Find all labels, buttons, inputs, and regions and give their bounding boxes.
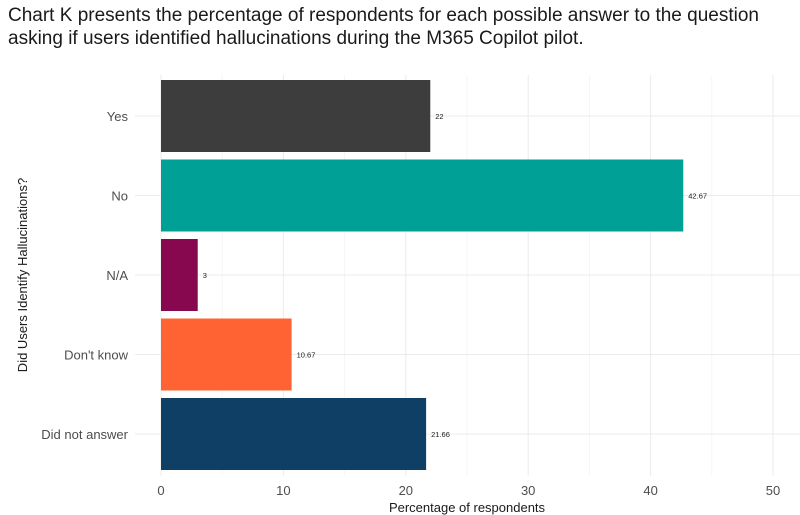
category-label: Don't know <box>64 348 129 363</box>
x-tick-label: 50 <box>766 483 780 498</box>
x-tick-labels: 0 10 20 30 40 50 <box>157 483 780 498</box>
data-label: 3 <box>203 271 207 280</box>
x-tick-label: 30 <box>521 483 535 498</box>
bar <box>161 398 427 470</box>
x-tick-label: 20 <box>399 483 413 498</box>
chart-caption: Chart K presents the percentage of respo… <box>8 5 759 49</box>
bar <box>161 239 198 311</box>
data-labels: 22 42.67 3 10.67 21.66 <box>203 112 707 439</box>
bar <box>161 318 292 391</box>
category-label: N/A <box>106 268 128 283</box>
bar <box>161 159 684 232</box>
data-label: 42.67 <box>688 192 707 201</box>
data-label: 22 <box>435 112 443 121</box>
x-tick-label: 10 <box>276 483 290 498</box>
category-label: Did not answer <box>41 427 128 442</box>
category-label: No <box>111 189 128 204</box>
x-tick-label: 0 <box>157 483 164 498</box>
y-axis-label: Did Users Identify Hallucinations? <box>15 178 30 372</box>
bars <box>161 80 684 470</box>
data-label: 21.66 <box>431 430 450 439</box>
bar <box>161 80 431 152</box>
x-axis-label: Percentage of respondents <box>389 500 546 515</box>
data-label: 10.67 <box>297 351 316 360</box>
x-tick-label: 40 <box>643 483 657 498</box>
category-labels: Yes No N/A Don't know Did not answer <box>41 109 128 442</box>
category-label: Yes <box>107 109 129 124</box>
